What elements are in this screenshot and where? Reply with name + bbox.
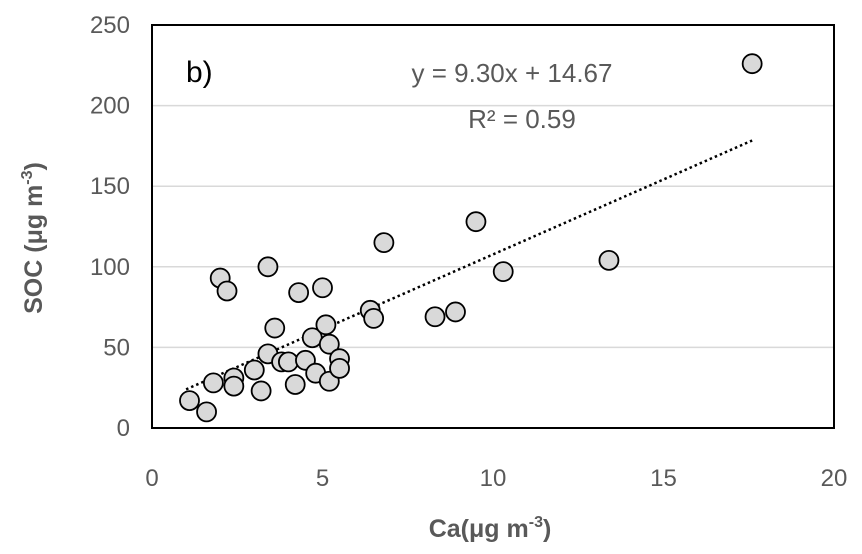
- data-point-30: [465, 211, 487, 233]
- y-axis-title-close: ): [20, 162, 48, 170]
- x-axis-title: Ca(μg m-3): [429, 514, 552, 543]
- data-point-19: [312, 277, 333, 299]
- x-axis-title-main: Ca(μg m: [429, 515, 529, 543]
- data-point-14: [284, 374, 306, 395]
- x-tick-0: 0: [145, 465, 158, 492]
- data-point-9: [257, 256, 279, 278]
- data-point-33: [741, 53, 763, 75]
- y-tick-200: 200: [90, 93, 130, 120]
- data-point-11: [264, 317, 286, 339]
- data-point-1: [196, 401, 217, 423]
- plot-frame: [151, 24, 835, 429]
- data-point-28: [424, 306, 446, 328]
- data-point-31: [492, 261, 514, 283]
- data-point-8: [250, 380, 272, 402]
- x-tick-10: 10: [480, 465, 507, 492]
- y-axis-title-sup: -3: [19, 170, 36, 184]
- data-point-27: [373, 232, 395, 254]
- y-tick-100: 100: [90, 254, 130, 281]
- regression-equation: y = 9.30x + 14.67: [412, 58, 613, 88]
- data-point-15: [288, 282, 310, 303]
- r-squared-label: R² = 0.59: [468, 104, 576, 134]
- data-point-29: [445, 301, 466, 323]
- y-tick-labels: 0 50 100 150 200 250: [90, 12, 130, 442]
- y-axis-title: SOC (μg m-3): [19, 162, 48, 314]
- data-point-32: [598, 249, 620, 271]
- y-tick-150: 150: [90, 173, 130, 200]
- y-tick-0: 0: [117, 415, 130, 442]
- trendline-group: [185, 139, 753, 391]
- x-axis-title-close: ): [543, 515, 551, 543]
- x-tick-20: 20: [821, 465, 848, 492]
- data-point-7: [243, 359, 265, 381]
- y-axis-title-main: SOC (μg m: [20, 185, 48, 314]
- trendline: [185, 139, 753, 391]
- data-point-26: [363, 307, 385, 329]
- y-tick-50: 50: [103, 334, 130, 361]
- data-point-2: [202, 372, 224, 394]
- data-point-0: [179, 390, 200, 411]
- x-axis-title-sup: -3: [529, 514, 543, 531]
- data-point-4: [216, 280, 238, 302]
- data-point-6: [223, 375, 245, 397]
- x-tick-5: 5: [316, 465, 329, 492]
- x-tick-15: 15: [650, 465, 677, 492]
- data-point-20: [315, 314, 337, 336]
- data-point-13: [277, 351, 299, 373]
- x-tick-labels: 0 5 10 15 20: [145, 465, 847, 492]
- panel-label: b): [186, 56, 213, 89]
- y-tick-250: 250: [90, 12, 130, 39]
- data-point-21: [318, 333, 340, 355]
- data-points: [179, 53, 763, 423]
- data-point-24: [329, 357, 350, 379]
